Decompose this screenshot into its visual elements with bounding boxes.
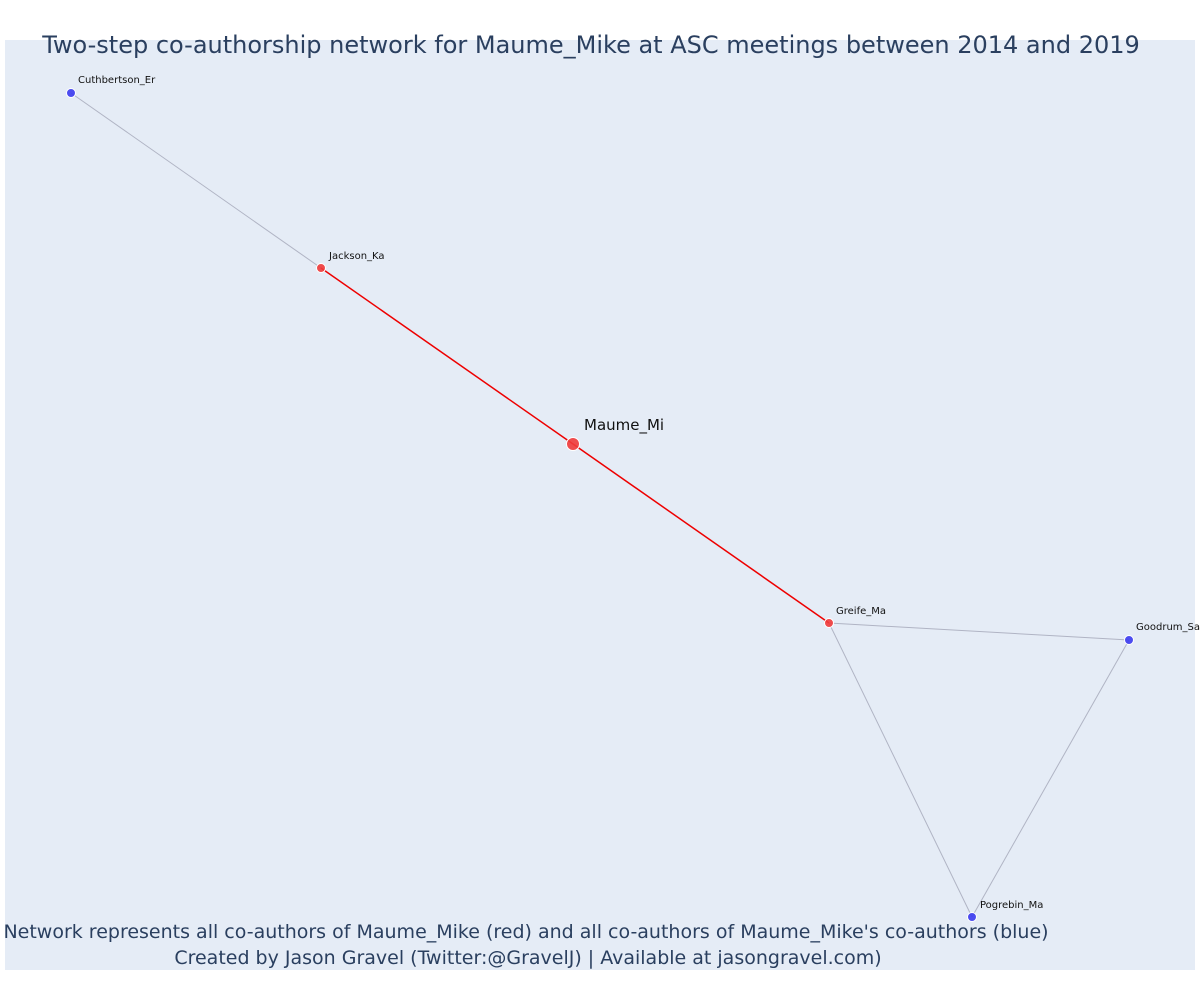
node-cuthbertson-er[interactable]	[66, 88, 76, 98]
plot-area	[5, 40, 1195, 970]
edge-maume_mi-greife_ma	[572, 443, 830, 624]
node-label-pogrebin-ma: Pogrebin_Ma	[980, 900, 1043, 911]
node-maume-mi[interactable]	[566, 437, 580, 451]
node-goodrum-sa[interactable]	[1124, 635, 1134, 645]
edge-greife_ma-pogrebin_ma	[828, 622, 973, 918]
labels-layer: Maume_Mi Jackson_Ka Greife_Ma Cuthbertson_E…	[78, 75, 1200, 911]
node-label-jackson-ka: Jackson_Ka	[328, 251, 385, 262]
node-pogrebin-ma[interactable]	[967, 912, 977, 922]
node-greife-ma[interactable]	[824, 618, 834, 628]
chart-title: Two-step co-authorship network for Maume…	[41, 31, 1140, 59]
footer-note: Network represents all co-authors of Mau…	[3, 921, 1048, 943]
edge-maume_mi-jackson_ka	[320, 267, 574, 445]
edge-greife_ma-goodrum_sa	[828, 622, 1130, 641]
edge-jackson_ka-cuthbertson_er	[70, 92, 322, 269]
node-label-greife-ma: Greife_Ma	[836, 606, 886, 617]
node-jackson-ka[interactable]	[316, 263, 326, 273]
nodes-layer	[66, 88, 1134, 922]
footer-credit: Created by Jason Gravel (Twitter:@Gravel…	[174, 947, 881, 969]
node-label-maume-mi: Maume_Mi	[584, 416, 664, 435]
edge-goodrum_sa-pogrebin_ma	[971, 639, 1130, 918]
edges-layer	[70, 92, 1130, 918]
node-label-goodrum-sa: Goodrum_Sa	[1136, 622, 1200, 633]
node-label-cuthbertson-er: Cuthbertson_Er	[78, 75, 156, 86]
